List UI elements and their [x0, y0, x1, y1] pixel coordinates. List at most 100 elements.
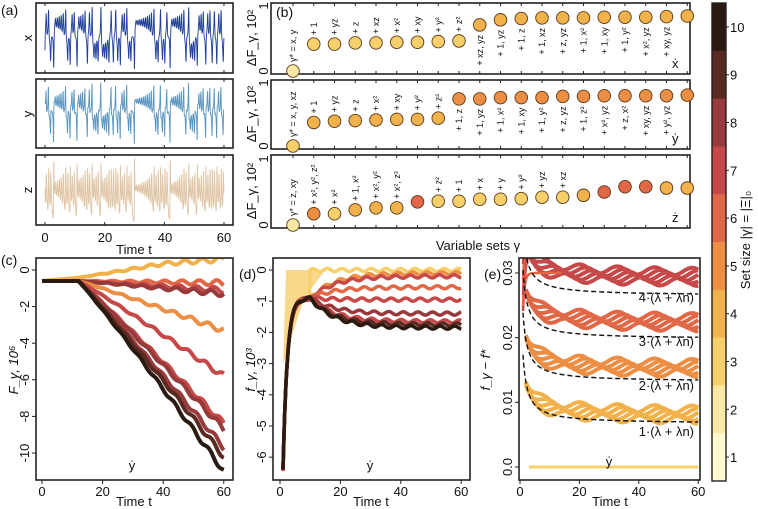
point-label: + 1, x²	[496, 108, 506, 133]
series-line	[40, 279, 226, 376]
b-xlabel: Variable sets γ	[436, 238, 521, 253]
panel-label-c: (c)	[1, 252, 17, 268]
d-ylabel: f_γ, 10³	[243, 348, 258, 392]
series-label-z: z	[20, 187, 35, 194]
series-label-x: x	[20, 34, 35, 41]
point-label: + 1	[309, 101, 319, 114]
c-xlabel: Time t	[116, 494, 152, 509]
data-point	[369, 36, 383, 50]
point-label: + x	[475, 178, 485, 191]
panel-c-plot: 0 20 40 60 0 -2 -4 -6 -8 -10	[17, 257, 234, 499]
x-tick-label: 0	[38, 484, 45, 499]
data-point	[473, 92, 487, 106]
data-point	[348, 36, 363, 50]
x-tick-label: 20	[333, 484, 347, 499]
colorbar-tick-label: 6	[730, 211, 737, 226]
transient-line	[521, 258, 527, 296]
y-tick-label: 0.02	[500, 325, 515, 350]
data-point	[390, 112, 404, 127]
colorbar-tick-label: 4	[730, 307, 737, 322]
data-point	[431, 194, 446, 208]
colorbar-tick-label: 7	[730, 163, 737, 178]
data-point	[597, 185, 612, 199]
point-label: + x², z²	[392, 171, 402, 199]
ref-label-2: 2·(λ + λn)	[639, 378, 694, 393]
point-label: + z, yz	[558, 106, 568, 133]
d-annotation: ẏ	[367, 458, 374, 473]
x-tick-label: 20	[572, 484, 586, 499]
series-line	[40, 279, 225, 472]
data-point	[493, 90, 508, 105]
point-label: + xz, yz	[475, 34, 485, 65]
point-label: + xy	[413, 16, 423, 33]
colorbar-segment	[712, 337, 726, 386]
row-label-xdot: ẋ	[672, 56, 679, 71]
data-point	[680, 181, 695, 195]
transient-line	[521, 271, 563, 310]
data-point	[514, 90, 529, 105]
colorbar-tick-label: 10	[730, 20, 744, 35]
reference-dashed-line	[525, 258, 699, 295]
series-line	[40, 279, 226, 433]
d-xlabel: Time t	[353, 494, 389, 509]
point-label: + z, yz	[558, 27, 568, 54]
point-label: + 1, yz	[475, 108, 485, 135]
series-line-y	[44, 82, 225, 144]
data-point	[473, 18, 487, 32]
point-label: + 1, x²	[350, 176, 360, 201]
b-ylabel-row3: ΔF_γ, 10²	[244, 162, 259, 219]
point-label: + z²	[454, 17, 464, 32]
panel-a-axes-y	[35, 78, 234, 149]
point-label: + yz	[330, 18, 340, 35]
data-point	[286, 64, 300, 78]
series-label-y: y	[20, 110, 35, 117]
data-point	[410, 35, 425, 49]
point-label: + xz	[371, 17, 381, 34]
colorbar-tick-label: 3	[730, 355, 737, 370]
curves	[40, 258, 226, 472]
series-line	[40, 258, 225, 283]
series-line	[281, 272, 463, 470]
x-tick-label: 60	[454, 484, 468, 499]
row-label-ydot: ẏ	[672, 131, 679, 146]
a-xtick: 60	[217, 230, 231, 245]
c-ylabel: F_γ, 10⁶	[6, 345, 21, 394]
point-label: + 1	[309, 22, 319, 35]
panel-a-axes-x	[35, 2, 234, 74]
point-label: + x², y², z²	[309, 165, 319, 205]
a-xlabel: Time t	[116, 242, 152, 257]
point-label: + y	[496, 178, 506, 191]
y-tick-label: -5	[254, 420, 269, 432]
point-label: + x², yz	[599, 105, 609, 135]
point-label: + 1, z²	[579, 106, 589, 131]
series-line-z	[44, 157, 225, 222]
point-label: + y²	[516, 174, 526, 189]
ref-label-3: 3·(λ + λn)	[639, 334, 694, 349]
point-label: γ* = z, xy	[288, 179, 298, 216]
data-point	[556, 89, 570, 104]
point-label: + xy, yz	[662, 26, 672, 57]
data-point	[535, 90, 549, 105]
colorbar-tick-label: 2	[730, 402, 737, 417]
point-label: + xy, yz	[641, 105, 651, 136]
data-point	[556, 11, 570, 25]
data-point	[307, 207, 321, 221]
data-point	[348, 113, 363, 128]
panel-label-d: (d)	[239, 266, 256, 282]
x-tick-label: 60	[217, 484, 231, 499]
data-point	[493, 13, 508, 27]
c-annotation: ẏ	[129, 458, 136, 473]
data-point	[576, 11, 591, 25]
point-label: + x², y²	[371, 171, 381, 199]
y-tick-label: -3	[254, 358, 269, 370]
point-label: + 1, xz	[537, 27, 547, 54]
colorbar: 1 2 3 4 5 6 7 8 9 10	[711, 2, 744, 482]
data-point	[639, 89, 653, 103]
point-label: + yz	[537, 171, 547, 188]
b-ytick: 1	[256, 155, 271, 162]
a-xtick: 0	[41, 230, 48, 245]
point-label: + 1, xy	[599, 27, 609, 54]
data-point	[535, 190, 549, 205]
data-point	[680, 9, 695, 23]
axes-frame	[272, 257, 471, 481]
